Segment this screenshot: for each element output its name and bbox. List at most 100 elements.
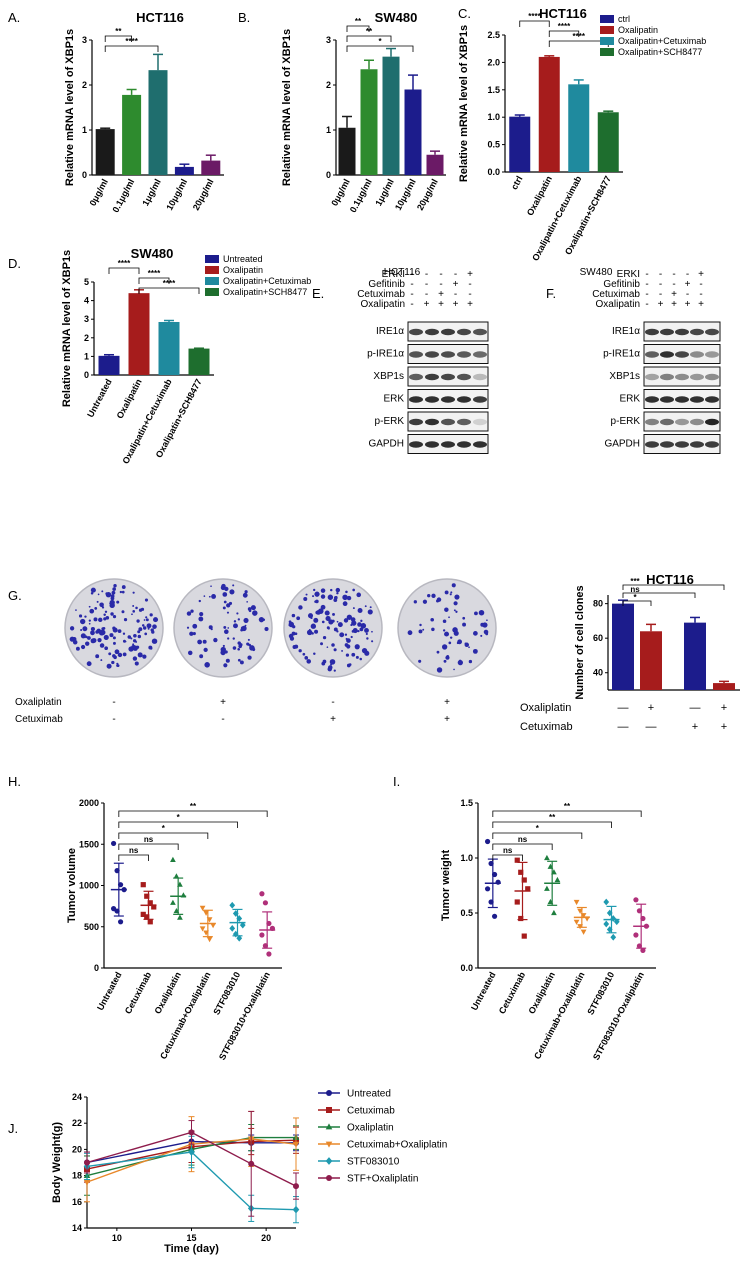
colony [288,620,292,624]
y-tick-label: 2 [82,80,87,90]
colony [453,609,456,612]
colony [121,585,126,589]
blot-band [457,373,471,381]
colony [112,615,117,619]
significance-bracket [118,810,268,817]
colony [199,654,204,659]
x-tick-label: 1μg/ml [373,177,395,207]
blot-band [425,441,439,448]
colony [443,659,447,663]
data-point [248,1160,255,1167]
colony [441,644,448,650]
colony [128,646,134,652]
colony [69,626,75,631]
panel-letter: H. [8,774,21,789]
colony [357,607,363,613]
blot-band [441,373,455,381]
significance-label: ** [190,802,197,811]
band-label: IRE1α [376,326,404,337]
colony [226,603,231,608]
colony [444,590,449,595]
colony [233,620,237,623]
treatment-sign: — [618,702,629,714]
colony [418,629,423,634]
treatment-sign: + [685,299,691,310]
colony [258,616,265,623]
colony [198,616,204,622]
treatment-sign: - [112,714,115,725]
western-blot-SW480: F.SW480 ERKI - - - - +Gefitinib - - - + -Cetuximab -… [546,267,721,454]
treatment-sign: - [454,289,457,300]
blot-band [660,441,674,448]
colony [144,632,148,636]
blot-band [409,418,423,426]
data-point [151,904,157,910]
x-tick-label: 15 [186,1233,196,1243]
clone-plates: G. Oxaliplatin - + - + Cetuximab - - + + [8,578,497,725]
chart-panel-H: H. 0 500 1000 1500 2000 Tumor volume Untreated C… [8,774,282,1062]
colony [317,608,324,614]
data-point [580,929,587,935]
colony [75,646,80,651]
band-label: XBP1s [373,371,404,382]
legend-marker [326,1107,332,1113]
data-point [266,951,272,957]
colony [312,595,315,598]
colony [350,617,356,622]
y-tick-label: 16 [72,1197,82,1207]
colony [112,641,116,645]
bar-0 [509,116,531,172]
blot-band [690,396,704,403]
colony [101,627,105,631]
treatment-sign: + [444,714,450,725]
y-axis-label: Relative mRNA level of XBP1s [61,250,73,407]
colony [449,636,453,639]
legend-marker [325,1141,333,1148]
data-point [640,947,646,954]
colony [431,593,436,598]
colony [243,617,249,623]
colony [232,646,237,650]
data-point [229,925,236,932]
colony [192,623,198,629]
data-point [573,919,580,925]
blot-band [441,396,455,403]
legend-entry: Cetuximab+Oxaliplatin [347,1140,447,1151]
data-point [144,914,150,920]
colony [153,617,159,623]
x-tick-label: 1μg/ml [140,177,162,207]
blot-band [441,351,455,358]
x-axis-label: Time (day) [164,1243,219,1255]
significance-label: **** [118,259,131,268]
colony [145,616,148,619]
legend-entry: Oxalipatin+SCH8477 [618,47,702,57]
colony [144,598,149,602]
colony [247,638,250,641]
colony [486,619,488,622]
colony [94,607,98,610]
significance-label: ns [144,835,154,844]
treatment-sign: - [659,269,662,280]
data-point [518,869,524,875]
blot-band [473,328,487,336]
band-label: GAPDH [604,439,640,450]
x-tick-label: Oxaliplatin [153,970,183,1015]
y-tick-label: 1 [84,351,89,361]
colony [453,585,455,588]
colony [291,631,296,636]
colony [137,630,141,634]
x-tick-label: Untreated [85,377,114,419]
colony [121,610,125,614]
legend-marker [326,1090,332,1096]
colony [117,652,123,658]
colony [361,623,364,626]
colony [213,637,218,643]
colony [344,633,348,636]
colony [330,588,333,592]
colony [95,654,100,659]
significance-bracket [104,45,159,52]
colony [100,659,103,662]
significance-bracket [118,821,238,828]
colony [75,609,77,611]
colony [88,622,91,625]
